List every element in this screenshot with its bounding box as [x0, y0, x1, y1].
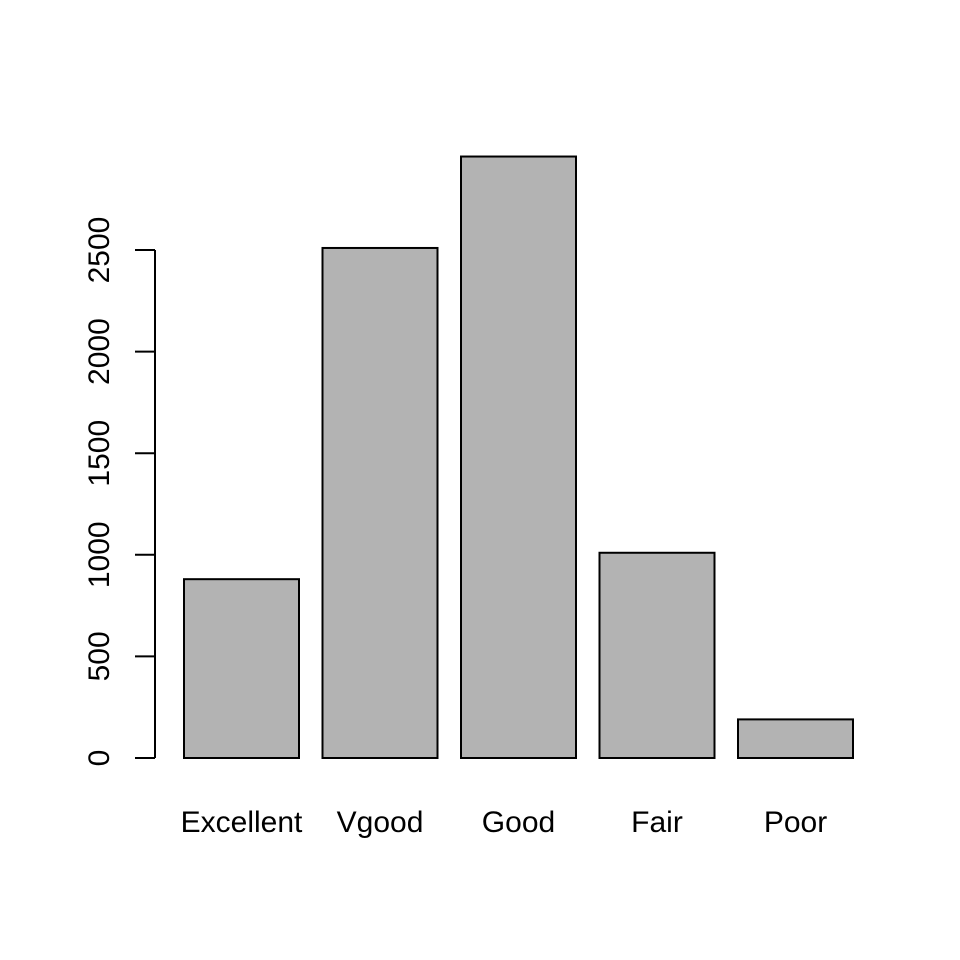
y-tick-label: 1500 [83, 420, 116, 487]
y-axis: 0 500 1000 1500 2000 2500 [83, 217, 156, 767]
x-category-label: Excellent [181, 806, 303, 839]
x-category-label: Vgood [337, 806, 424, 839]
y-tick-label: 0 [83, 750, 116, 767]
y-tick-label: 1000 [83, 521, 116, 588]
bars [183, 155, 854, 760]
y-tick-label: 2000 [83, 318, 116, 385]
bar-excellent [183, 578, 300, 760]
y-tick-label: 500 [83, 631, 116, 681]
x-category-label: Fair [631, 806, 683, 839]
x-category-label: Poor [764, 806, 827, 839]
bar-vgood [321, 246, 439, 760]
bar-fair [598, 551, 716, 759]
x-category-label: Good [482, 806, 555, 839]
x-axis-labels: Excellent Vgood Good Fair Poor [181, 806, 828, 839]
bar-good [460, 155, 577, 759]
bar-poor [737, 718, 854, 760]
y-tick-label: 2500 [83, 217, 116, 284]
